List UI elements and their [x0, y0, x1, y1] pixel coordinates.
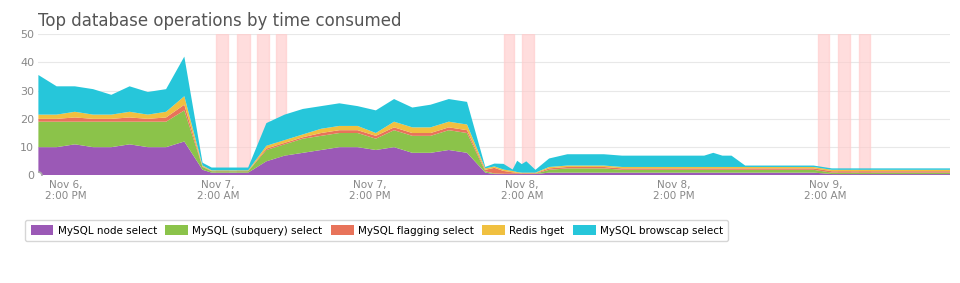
- Bar: [859, 34, 870, 175]
- Bar: [216, 34, 228, 175]
- Bar: [522, 34, 534, 175]
- Bar: [503, 34, 515, 175]
- Text: Top database operations by time consumed: Top database operations by time consumed: [38, 12, 402, 30]
- Bar: [818, 34, 829, 175]
- Bar: [276, 34, 286, 175]
- Bar: [838, 34, 851, 175]
- Bar: [237, 34, 250, 175]
- Legend: MySQL node select, MySQL (subquery) select, MySQL flagging select, Redis hget, M: MySQL node select, MySQL (subquery) sele…: [25, 220, 728, 241]
- Bar: [257, 34, 269, 175]
